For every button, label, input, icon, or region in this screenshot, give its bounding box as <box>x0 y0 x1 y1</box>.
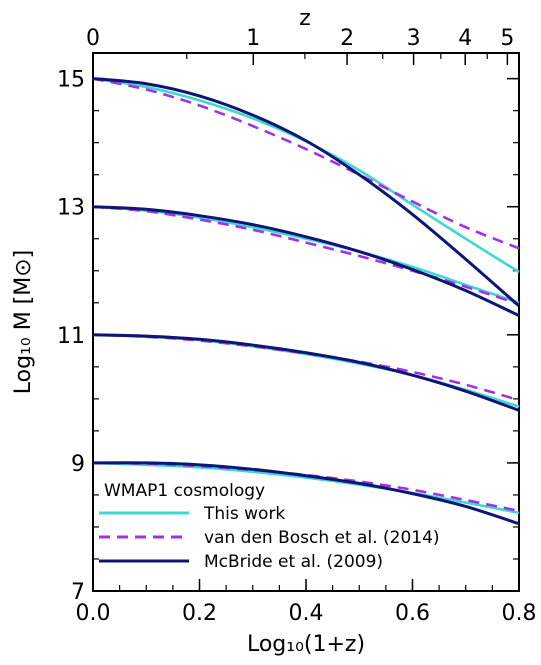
x-tick-label: 0.4 <box>289 601 324 626</box>
y-tick-label: 11 <box>57 324 85 349</box>
data-curves <box>92 77 520 526</box>
series-line <box>92 333 520 408</box>
series-line <box>92 77 520 250</box>
tick-labels: 0.0 0.2 0.4 0.6 0.8 7 9 11 13 150 1 2 3 4 5 <box>57 26 537 626</box>
x-tick-label: 0.2 <box>182 601 217 626</box>
series-line <box>92 205 520 305</box>
series-line <box>92 77 520 308</box>
legend-title: WMAP1 cosmology <box>104 481 265 501</box>
top-tick-label: 0 <box>86 26 100 51</box>
series-line <box>92 205 520 306</box>
axis-ticks <box>92 53 520 592</box>
legend-label: van den Bosch et al. (2014) <box>204 528 440 548</box>
top-tick-label: 3 <box>407 26 421 51</box>
series-line <box>92 461 520 515</box>
y-tick-label: 15 <box>57 68 85 93</box>
series-line <box>92 461 520 526</box>
x-tick-label: 0.6 <box>395 601 430 626</box>
series-line <box>92 333 520 412</box>
x-axis-title: Log₁₀(1+z) <box>247 632 365 657</box>
y-tick-label: 7 <box>71 580 85 605</box>
series-line <box>92 333 520 402</box>
top-axis-title: z <box>299 6 311 31</box>
x-tick-label: 0.0 <box>76 601 111 626</box>
y-tick-label: 13 <box>57 196 85 221</box>
legend-label: This work <box>203 504 285 524</box>
x-tick-label: 0.8 <box>502 601 537 626</box>
y-axis-title: Log₁₀ M [M⊙] <box>11 250 36 394</box>
legend-label: McBride et al. (2009) <box>204 552 383 572</box>
y-tick-label: 9 <box>71 452 85 477</box>
top-tick-label: 2 <box>340 26 354 51</box>
top-tick-label: 4 <box>458 26 472 51</box>
series-line <box>92 205 520 317</box>
plot-frame <box>92 52 520 592</box>
legend: WMAP1 cosmology This work van den Bosch e… <box>99 481 440 572</box>
top-tick-label: 5 <box>500 26 514 51</box>
top-tick-label: 1 <box>246 26 260 51</box>
